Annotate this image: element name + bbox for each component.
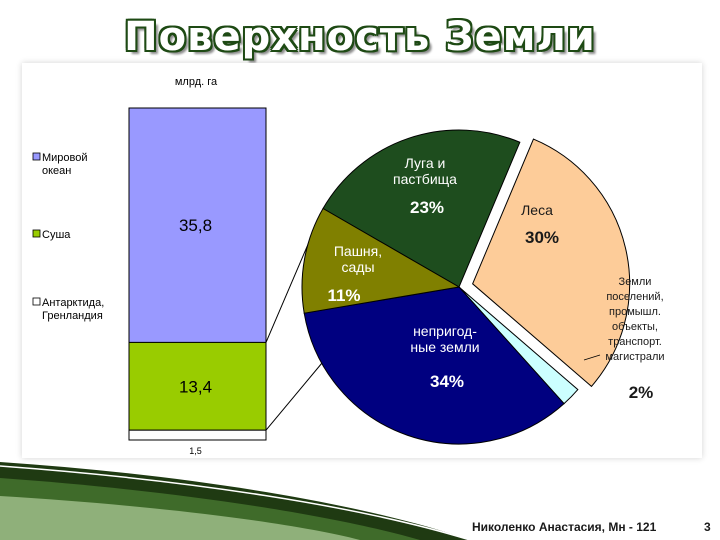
swoosh-light <box>0 496 360 540</box>
legend-label-0: Мировой океан <box>42 152 88 177</box>
pie-pct-label-1: 30% <box>525 228 559 247</box>
legend-swatch-2 <box>32 297 41 306</box>
pie-label-0: Луга и пастбища <box>393 155 457 187</box>
legend-label-1: Суша <box>42 229 71 241</box>
legend-label-2: Антарктида, Гренландия <box>42 297 104 322</box>
pie-chart: Луга и пастбища 23% Леса 30% Земли поселений, п… <box>301 129 665 445</box>
bar-segment-0 <box>128 107 267 343</box>
charts-svg: млрд. га 35,8 13,4 1,5 Мировой океан Суша Ант… <box>32 76 665 456</box>
decorative-corner-swoosh <box>0 462 471 540</box>
footer-author: Николенко Анастасия, Мн - 121 <box>472 520 657 534</box>
pie-label-1: Леса <box>521 202 553 218</box>
bar-data-label-1: 13,4 <box>179 377 212 396</box>
pie-slice-0 <box>322 129 521 288</box>
slide-title: Поверхность Земли <box>124 14 596 60</box>
bar-segment-2 <box>128 429 267 441</box>
swoosh-line <box>0 465 471 540</box>
pie-slice-3 <box>303 286 565 445</box>
chart-frame: млрд. га 35,8 13,4 1,5 Мировой океан Суша Ант… <box>22 63 702 458</box>
pie-leader-line <box>583 354 601 361</box>
pie-slice-4 <box>301 207 461 314</box>
pie-label-2: Земли поселений, промышл. объекты, транспорт… <box>605 276 664 363</box>
pie-slice-1 <box>472 138 631 388</box>
pie-pct-label-3: 34% <box>430 372 464 391</box>
bar-legend: Мировой океан Суша Антарктида, Гренландия <box>32 152 104 322</box>
connector-line-bottom <box>265 362 323 431</box>
stacked-bar: 35,8 13,4 1,5 <box>128 107 267 456</box>
bar-data-label-0: 35,8 <box>179 216 212 235</box>
bar-unit-label: млрд. га <box>175 76 218 88</box>
bar-segment-1 <box>128 341 267 431</box>
pie-label-4: Пашня, сады <box>334 243 382 275</box>
page-number: 3 <box>704 520 711 534</box>
pie-pct-label-2: 2% <box>629 383 654 402</box>
pie-pct-label-0: 23% <box>410 198 444 217</box>
pie-label-3: непригод-ные земли <box>410 323 479 355</box>
pie-pct-label-4: 11% <box>327 286 360 305</box>
bar-data-label-2: 1,5 <box>189 446 202 456</box>
legend-swatch-0 <box>32 152 41 161</box>
legend-swatch-1 <box>32 229 41 238</box>
